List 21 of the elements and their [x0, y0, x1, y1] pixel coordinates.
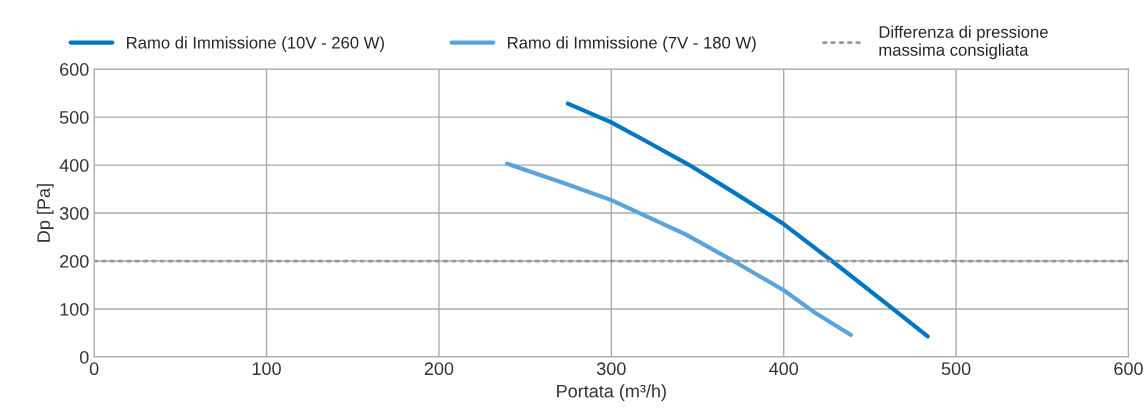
y-axis-title: Dp [Pa]: [36, 184, 54, 242]
x-tick-label: 300: [596, 362, 626, 376]
y-tick-label: 600: [60, 63, 89, 76]
x-axis-title: Portata (m³/h): [557, 384, 666, 402]
legend-label: Differenza di pressione massima consigliata: [879, 25, 1048, 60]
x-tick-label: 100: [252, 362, 281, 376]
line-series: [505, 161, 854, 338]
legend-label: Ramo di Immissione (7V - 180 W): [508, 36, 756, 52]
y-tick-label: 400: [59, 159, 89, 172]
y-tick-label: 100: [60, 302, 89, 316]
x-tick-label: 0: [89, 362, 99, 376]
y-tick-label: 200: [60, 254, 89, 268]
y-tick-label: 300: [59, 207, 89, 220]
y-tick-label: 500: [59, 111, 89, 124]
y-tick-label: 0: [79, 350, 89, 364]
line-series: [565, 101, 930, 339]
x-tick-label: 400: [769, 362, 799, 376]
x-tick-label: 200: [424, 362, 454, 376]
legend-label: Ramo di Immissione (10V - 260 W): [127, 36, 384, 52]
x-tick-label: 600: [1114, 362, 1143, 376]
x-tick-label: 500: [941, 362, 971, 376]
